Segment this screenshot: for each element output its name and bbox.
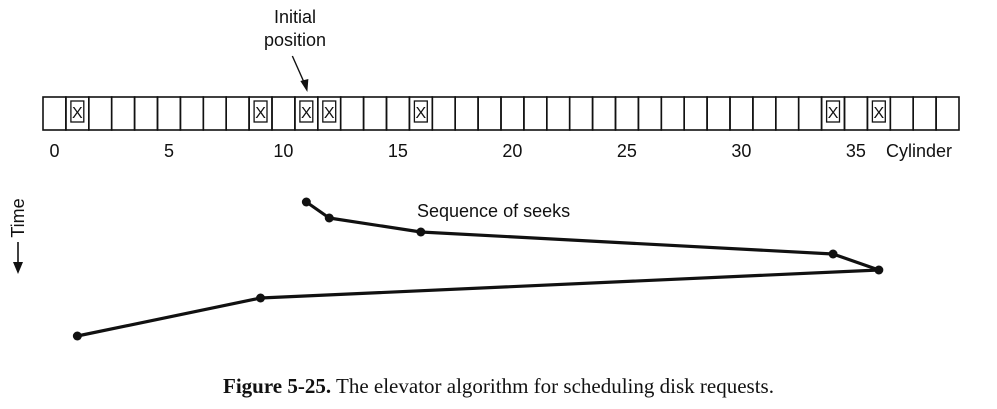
request-mark: X: [828, 105, 839, 122]
cylinder-cell: [545, 96, 571, 131]
request-box: [871, 100, 886, 123]
initial-position-line2: position: [264, 30, 326, 50]
seek-point: [416, 227, 426, 237]
cylinder-cell: [88, 96, 113, 131]
cylinder-cell: [500, 96, 525, 131]
cylinder-cell: [454, 96, 479, 131]
cylinder-cell: [774, 96, 800, 131]
request-mark: X: [874, 105, 885, 122]
request-mark: X: [255, 105, 266, 122]
cylinder-cell: [660, 96, 685, 131]
initial-arrow-shaft: [291, 55, 305, 84]
initial-position-arrow: [291, 55, 309, 92]
cylinder-cell: [339, 96, 365, 131]
cylinder-cell: [614, 96, 640, 131]
initial-position-line1: Initial: [274, 7, 316, 27]
figure-number: Figure 5-25.: [223, 374, 332, 398]
cylinder-tick-label: 35: [846, 141, 866, 161]
seek-point: [72, 331, 82, 341]
cylinder-cell: [362, 96, 388, 131]
cylinder-cell: [752, 96, 777, 131]
cylinder-cell: [179, 96, 205, 131]
time-arrow-head: [13, 262, 23, 274]
seek-path: [72, 197, 884, 341]
request-box: [413, 100, 428, 123]
request-box: [70, 100, 85, 123]
sequence-of-seeks-label: Sequence of seeks: [417, 201, 570, 221]
seek-point: [324, 213, 334, 223]
cylinder-tick-label: 30: [731, 141, 751, 161]
cylinder-cell: [271, 96, 296, 131]
cylinder-axis-label: Cylinder: [886, 141, 952, 161]
cylinder-cell: [591, 96, 617, 131]
initial-arrow-head: [300, 79, 309, 92]
cylinder-cell: [523, 96, 548, 131]
request-box: [825, 100, 841, 123]
request-mark: X: [416, 105, 427, 122]
cylinder-tick-label: 10: [273, 141, 293, 161]
cylinder-cell: [431, 96, 456, 131]
cylinder-tick-label: 15: [388, 141, 408, 161]
cylinder-cell: [156, 96, 182, 131]
request-box: [322, 100, 337, 123]
time-label: Time: [8, 198, 28, 237]
cylinder-cell: [42, 96, 67, 131]
cylinder-tick-label: 20: [502, 141, 522, 161]
cylinder-cell: [889, 96, 914, 131]
figure-caption: Figure 5-25. The elevator algorithm for …: [0, 374, 997, 399]
seek-point: [828, 249, 838, 259]
seek-point: [301, 197, 311, 207]
cylinder-cell: [133, 96, 159, 131]
cylinder-cell: [797, 96, 823, 131]
time-axis: Time: [8, 198, 28, 274]
cylinder-cell: [683, 96, 708, 131]
request-mark: X: [301, 105, 312, 122]
request-box: [299, 100, 314, 123]
cylinder-cell: [637, 96, 663, 131]
figure-caption-text: The elevator algorithm for scheduling di…: [336, 374, 774, 398]
cylinder-cell: [568, 96, 594, 131]
request-mark: X: [72, 105, 83, 122]
seek-point: [874, 265, 884, 275]
cylinder-tick-label: 5: [164, 141, 174, 161]
cylinder-tick-label: 0: [49, 141, 59, 161]
cylinder-cell: [706, 96, 731, 131]
cylinder-cell: [935, 96, 960, 131]
cylinder-cell: [385, 96, 411, 131]
cylinder-cell: [202, 96, 228, 131]
seek-point: [256, 293, 266, 303]
cylinder-cell: [729, 96, 754, 131]
cylinder-cell: [912, 96, 937, 131]
seek-line: [77, 200, 881, 338]
cylinder-tick-label: 25: [617, 141, 637, 161]
cylinder-cell: [110, 96, 136, 131]
cylinder-cell: [225, 96, 250, 131]
request-mark: X: [324, 105, 335, 122]
cylinder-cell: [477, 96, 502, 131]
request-box: [253, 100, 268, 123]
cylinder-tick-labels: 0 5 10 15 20 25 30 35: [49, 141, 866, 161]
cylinder-cell: [843, 96, 869, 131]
